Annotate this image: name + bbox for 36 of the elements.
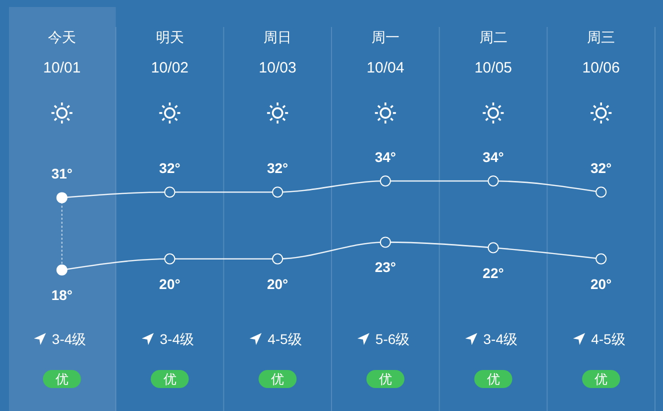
category-label: 周二 xyxy=(479,29,508,45)
category-label: 周日 xyxy=(264,29,292,45)
data-label: 34° xyxy=(374,149,396,165)
annotation: 10/01 xyxy=(43,60,81,76)
annotation: 4-5级 xyxy=(268,331,302,347)
data-label: 18° xyxy=(51,287,72,303)
data-label: 32° xyxy=(590,160,612,176)
annotation: 优 xyxy=(163,372,176,386)
data-label: 34° xyxy=(482,149,504,165)
category-label: 明天 xyxy=(156,29,184,45)
annotation: 优 xyxy=(378,372,392,386)
annotation: 3-4级 xyxy=(483,331,518,347)
annotation: 4-5级 xyxy=(591,331,626,347)
data-label: 32° xyxy=(267,160,288,176)
data-label: 20° xyxy=(159,276,180,292)
annotation: 优 xyxy=(486,372,500,386)
annotation: 10/02 xyxy=(150,60,189,76)
annotation: 10/04 xyxy=(366,60,404,76)
annotation: 10/06 xyxy=(582,60,620,76)
data-label: 23° xyxy=(374,259,396,276)
data-label: 32° xyxy=(159,160,180,176)
category-label: 周一 xyxy=(371,29,400,45)
annotation: 优 xyxy=(594,372,608,386)
annotation: 优 xyxy=(55,372,68,386)
data-label: 20° xyxy=(590,276,612,292)
annotation: 10/03 xyxy=(258,60,296,76)
data-label: 31° xyxy=(51,166,72,182)
annotation: 3-4级 xyxy=(52,331,86,347)
category-label: 今天 xyxy=(48,29,76,45)
data-label: 20° xyxy=(267,276,288,292)
category-label: 周三 xyxy=(587,29,616,45)
annotation: 优 xyxy=(271,372,284,386)
annotation: 5-6级 xyxy=(375,331,410,347)
annotation: 10/05 xyxy=(474,60,512,76)
data-label: 22° xyxy=(482,264,504,281)
annotation: 3-4级 xyxy=(160,331,194,347)
